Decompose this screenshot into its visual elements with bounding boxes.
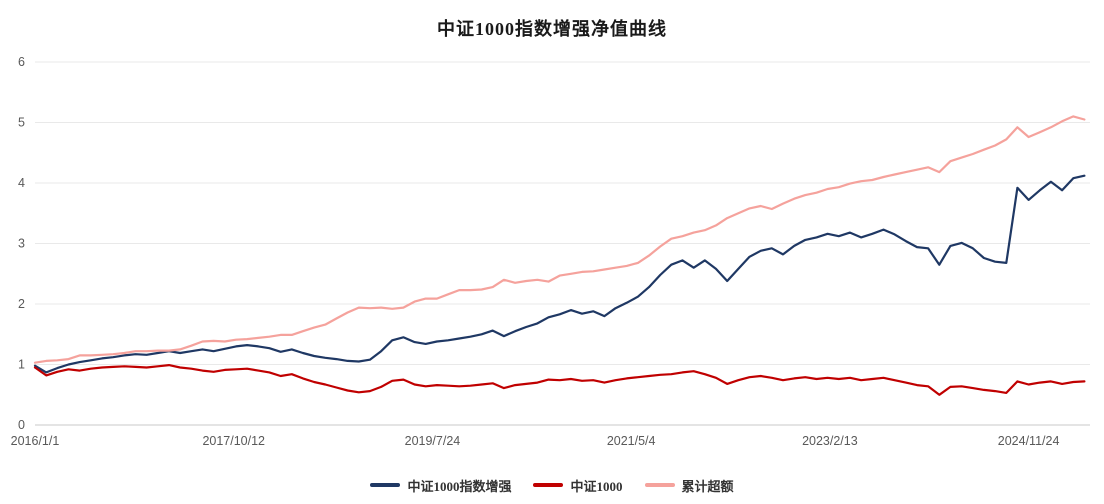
chart-plot-area: 0 1 2 3 4 5 6 2016/1/1 2017/10/12 2019/7/24 2021/5… — [11, 55, 1090, 448]
legend-item-csi1000: 中证1000 — [533, 476, 623, 495]
legend-label-enhanced-index: 中证1000指数增强 — [407, 478, 512, 494]
y-tick-label: 3 — [18, 237, 25, 251]
y-tick-label: 0 — [18, 418, 25, 432]
legend-line-swatch-cumulative-excess — [644, 483, 675, 487]
x-tick-label: 2024/11/24 — [998, 434, 1060, 448]
x-tick-label: 2023/2/13 — [802, 434, 858, 448]
x-tick-label: 2016/1/1 — [11, 434, 60, 448]
series-line-2 — [33, 115, 1086, 364]
x-tick-label: 2017/10/12 — [202, 434, 265, 448]
legend-item-cumulative-excess: 累计超额 — [644, 476, 734, 495]
chart-legend: 中证1000指数增强 中证1000 累计超额 — [0, 466, 1104, 504]
chart-title: 中证1000指数增强净值曲线 — [437, 19, 667, 39]
legend-line-swatch-enhanced-index — [370, 483, 401, 487]
x-tick-label: 2019/7/24 — [405, 434, 461, 448]
series-line-1 — [33, 364, 1086, 396]
y-tick-label: 2 — [18, 297, 25, 311]
y-tick-label: 6 — [18, 55, 25, 69]
legend-line-swatch-csi1000 — [533, 483, 564, 487]
y-tick-label: 5 — [18, 116, 25, 130]
y-tick-label: 4 — [18, 176, 25, 190]
y-tick-label: 1 — [18, 358, 25, 372]
legend-label-cumulative-excess: 累计超额 — [681, 478, 734, 494]
legend-item-enhanced-index: 中证1000指数增强 — [370, 476, 511, 495]
legend-label-csi1000: 中证1000 — [570, 478, 623, 494]
series-line-0 — [33, 174, 1086, 374]
x-tick-label: 2021/5/4 — [607, 434, 656, 448]
